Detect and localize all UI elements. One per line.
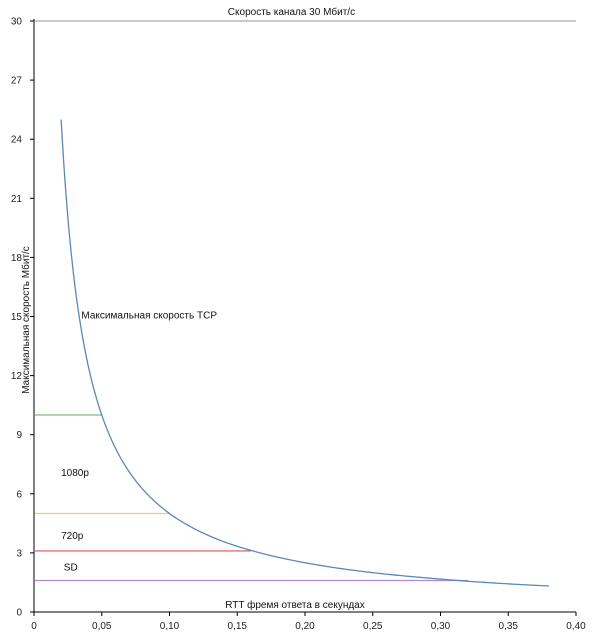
- annotation-label: 720p: [61, 531, 84, 542]
- annotation-label: Максимальная скорость TCP: [81, 310, 217, 321]
- x-tick-label: 0,05: [92, 621, 112, 632]
- x-tick-label: 0: [31, 621, 37, 632]
- x-tick-label: 0,25: [363, 621, 383, 632]
- x-axis-title: RTT фремя ответа в секундах: [225, 599, 365, 611]
- y-tick-label: 27: [11, 76, 23, 87]
- y-tick-label: 24: [11, 135, 23, 146]
- y-tick-label: 3: [16, 548, 22, 559]
- x-tick-label: 0,40: [566, 621, 586, 632]
- y-tick-label: 9: [16, 430, 22, 441]
- annotation-label: SD: [64, 563, 78, 574]
- y-tick-label: 0: [16, 608, 22, 619]
- y-tick-label: 15: [11, 312, 23, 323]
- x-tick-label: 0,35: [499, 621, 519, 632]
- x-tick-label: 0,15: [228, 621, 248, 632]
- y-tick-label: 21: [11, 194, 23, 205]
- series-line: [60, 119, 549, 587]
- reference-lines: [35, 20, 576, 582]
- annotations: Скорость канала 30 Мбит/с Максимальная ск…: [61, 6, 355, 574]
- annotation-label: Скорость канала 30 Мбит/с: [228, 6, 355, 18]
- y-tick-label: 18: [11, 253, 23, 264]
- y-tick-label: 6: [16, 489, 22, 500]
- x-tick-label: 0,10: [160, 621, 180, 632]
- series-lines: [60, 119, 549, 587]
- y-tick-label: 30: [11, 17, 23, 28]
- y-tick-label: 12: [11, 371, 23, 382]
- x-tick-label: 0,30: [431, 621, 451, 632]
- annotation-label: 1080p: [61, 468, 89, 479]
- axes: 0 3 6 9 12 15 18 21 24 27 30 0 0,05 0,10 0,15 0,20 0,25 0…: [11, 17, 586, 633]
- y-axis-title: Максимальная скорость Мбит/с: [20, 246, 32, 394]
- x-tick-label: 0,20: [295, 621, 315, 632]
